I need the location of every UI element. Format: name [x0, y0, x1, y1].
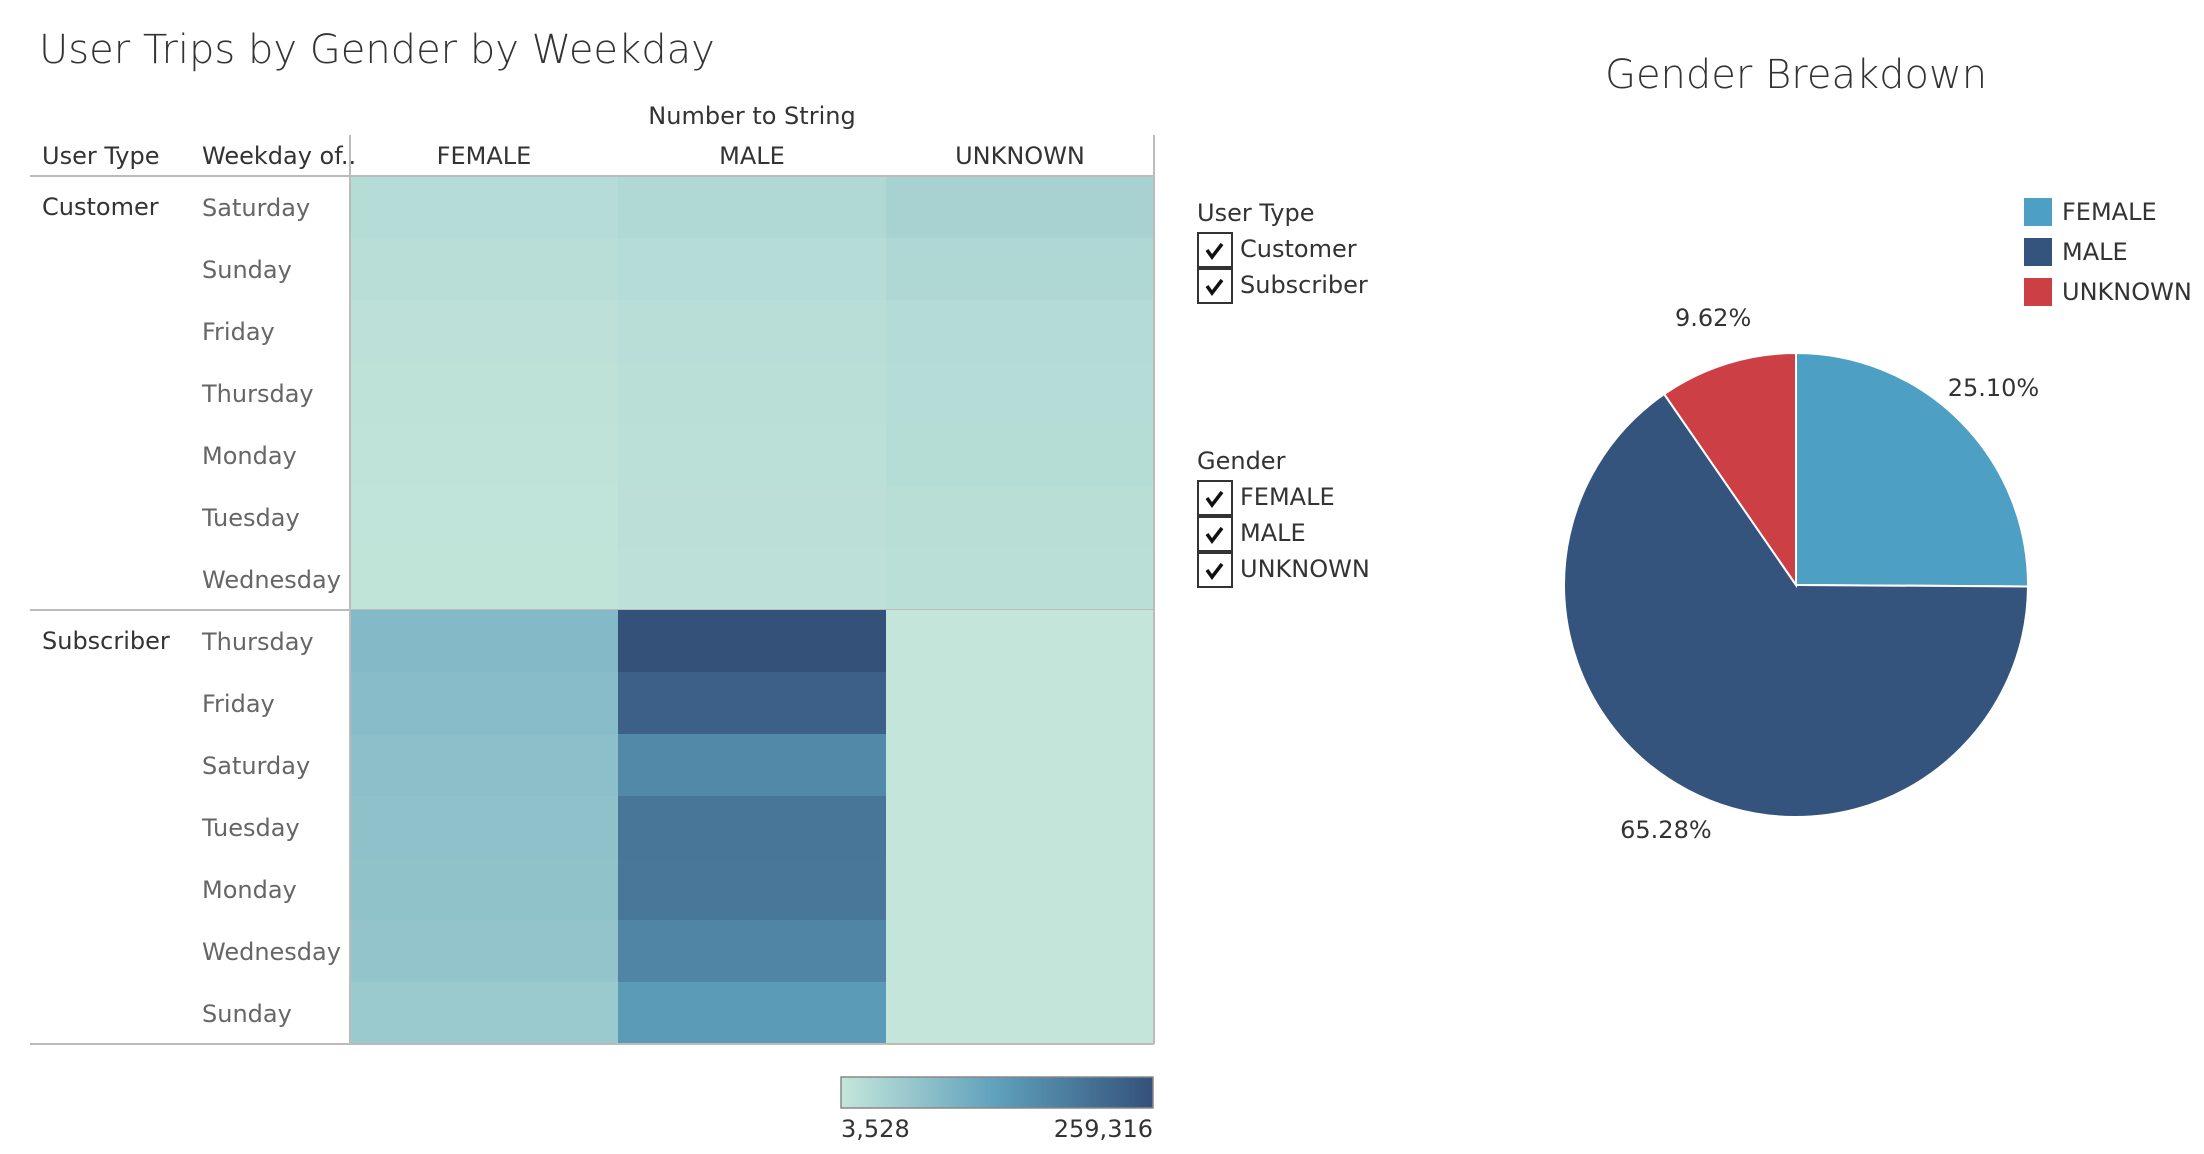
column-title: Number to String: [648, 102, 855, 130]
heatmap-cell: [350, 982, 618, 1044]
pie-label: 9.62%: [1675, 304, 1751, 332]
heatmap-cell: [886, 672, 1154, 734]
heatmap-cell: [350, 920, 618, 982]
heatmap-cell: [618, 424, 886, 486]
heatmap-cell: [618, 920, 886, 982]
heatmap-cell: [350, 858, 618, 920]
weekday-label: Thursday: [201, 628, 314, 656]
legend-swatch: [2024, 198, 2052, 226]
filter-title: User Type: [1197, 199, 1314, 227]
weekday-label: Sunday: [202, 1000, 292, 1028]
heatmap-cell: [886, 424, 1154, 486]
heatmap-cell: [886, 610, 1154, 672]
heatmap-cell: [618, 362, 886, 424]
heatmap-cell: [350, 362, 618, 424]
color-legend-label: 3,528: [841, 1115, 910, 1143]
weekday-label: Wednesday: [202, 566, 341, 594]
heatmap-cell: [350, 734, 618, 796]
pie-slice: [1563, 392, 2030, 818]
checkmark[interactable]: [1205, 490, 1224, 508]
weekday-label: Monday: [202, 442, 297, 470]
weekday-label: Sunday: [202, 256, 292, 284]
weekday-label: Thursday: [201, 380, 314, 408]
heatmap-cell: [886, 920, 1154, 982]
heatmap-cell: [886, 982, 1154, 1044]
heatmap-cell: [350, 486, 618, 548]
checkmark[interactable]: [1205, 526, 1224, 544]
heatmap-cell: [886, 300, 1154, 362]
heatmap-cell: [350, 610, 618, 672]
legend-swatch: [2024, 238, 2052, 266]
color-legend: [840, 1076, 1154, 1109]
legend-label: UNKNOWN: [2062, 278, 2192, 306]
heatmap-cell: [618, 610, 886, 672]
heatmap-cell: [350, 300, 618, 362]
checkbox[interactable]: [1197, 516, 1233, 552]
heatmap-cell: [618, 300, 886, 362]
heatmap-cell: [886, 734, 1154, 796]
color-legend-label: 259,316: [1054, 1115, 1153, 1143]
heatmap-cell: [618, 672, 886, 734]
heatmap-cell: [350, 238, 618, 300]
heatmap-cell: [618, 176, 886, 238]
heatmap-cell: [618, 796, 886, 858]
checkmark[interactable]: [1205, 562, 1224, 580]
heatmap-cell: [886, 486, 1154, 548]
weekday-label: Friday: [202, 318, 275, 346]
weekday-label: Saturday: [202, 752, 310, 780]
heatmap-cell: [618, 548, 886, 610]
filter-option[interactable]: MALE: [1240, 519, 1306, 547]
weekday-label: Monday: [202, 876, 297, 904]
user-type-label: Customer: [42, 193, 159, 221]
filter-title: Gender: [1197, 447, 1286, 475]
column-header: UNKNOWN: [955, 142, 1085, 170]
heatmap-cell: [618, 982, 886, 1044]
heatmap-cell: [350, 424, 618, 486]
pie-label: 65.28%: [1620, 816, 1712, 844]
checkbox[interactable]: [1197, 232, 1233, 268]
heatmap-cell: [618, 858, 886, 920]
legend-label: MALE: [2062, 238, 2128, 266]
checkbox[interactable]: [1197, 480, 1233, 516]
checkbox[interactable]: [1197, 552, 1233, 588]
legend-swatch: [2024, 278, 2052, 306]
legend-label: FEMALE: [2062, 198, 2157, 226]
heatmap-cell: [350, 672, 618, 734]
weekday-label: Friday: [202, 690, 275, 718]
row-header: User Type: [42, 142, 159, 170]
heatmap-cell: [886, 796, 1154, 858]
weekday-label: Wednesday: [202, 938, 341, 966]
heatmap-cell: [618, 734, 886, 796]
filter-option[interactable]: FEMALE: [1240, 483, 1335, 511]
weekday-label: Saturday: [202, 194, 310, 222]
weekday-label: Tuesday: [201, 814, 300, 842]
heatmap-cell: [886, 858, 1154, 920]
weekday-label: Tuesday: [201, 504, 300, 532]
heatmap-cell: [618, 486, 886, 548]
column-header: FEMALE: [437, 142, 532, 170]
column-header: MALE: [719, 142, 785, 170]
filter-option[interactable]: Customer: [1240, 235, 1357, 263]
heatmap-cell: [350, 796, 618, 858]
checkmark[interactable]: [1205, 242, 1224, 260]
heatmap-cell: [886, 176, 1154, 238]
filter-option[interactable]: Subscriber: [1240, 271, 1368, 299]
row-header: Weekday of..: [202, 142, 356, 170]
pie-label: 25.10%: [1948, 374, 2040, 402]
checkmark[interactable]: [1205, 278, 1224, 296]
heatmap-cell: [350, 548, 618, 610]
pie-title: Gender Breakdown: [1605, 52, 1987, 98]
pie-slice: [1662, 351, 1797, 589]
heatmap-cell: [350, 176, 618, 238]
heatmap-cell: [618, 238, 886, 300]
heatmap-cell: [886, 238, 1154, 300]
heatmap-cell: [886, 362, 1154, 424]
pie-slice: [1795, 351, 2030, 588]
user-type-label: Subscriber: [42, 627, 170, 655]
checkbox[interactable]: [1197, 268, 1233, 304]
heatmap-cell: [886, 548, 1154, 610]
filter-option[interactable]: UNKNOWN: [1240, 555, 1370, 583]
heatmap-title: User Trips by Gender by Weekday: [39, 27, 715, 73]
